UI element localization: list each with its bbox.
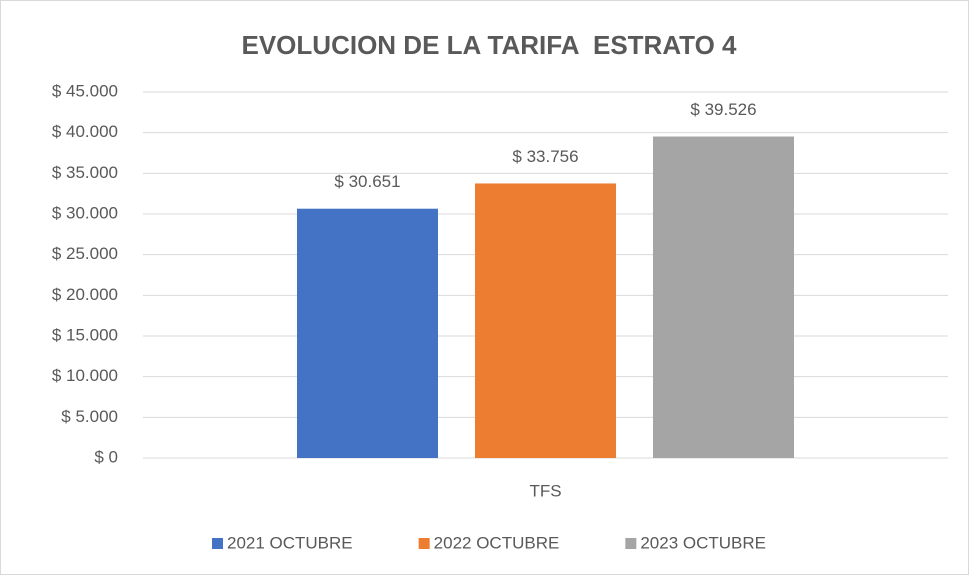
y-tick-label: $ 20.000 (52, 285, 118, 304)
bar (297, 208, 438, 458)
y-tick-label: $ 45.000 (52, 81, 118, 100)
y-tick-label: $ 5.000 (61, 407, 118, 426)
chart-title: EVOLUCION DE LA TARIFA ESTRATO 4 (242, 30, 738, 60)
y-tick-label: $ 40.000 (52, 122, 118, 141)
y-tick-label: $ 30.000 (52, 203, 118, 222)
legend-label: 2022 OCTUBRE (434, 533, 560, 552)
legend-swatch (211, 538, 223, 549)
legend-label: 2021 OCTUBRE (227, 533, 353, 552)
legend-swatch (625, 538, 637, 549)
y-tick-label: $ 10.000 (52, 366, 118, 385)
data-label: $ 33.756 (512, 147, 578, 166)
x-tick-label: TFS (529, 481, 561, 500)
y-tick-label: $ 0 (94, 447, 118, 466)
y-tick-label: $ 15.000 (52, 325, 118, 344)
data-label: $ 30.651 (334, 172, 400, 191)
y-tick-label: $ 25.000 (52, 244, 118, 263)
data-label: $ 39.526 (690, 100, 756, 119)
bar (475, 183, 616, 458)
legend-swatch (418, 538, 430, 549)
legend-label: 2023 OCTUBRE (640, 533, 766, 552)
y-tick-label: $ 35.000 (52, 163, 118, 182)
bar (653, 136, 794, 459)
